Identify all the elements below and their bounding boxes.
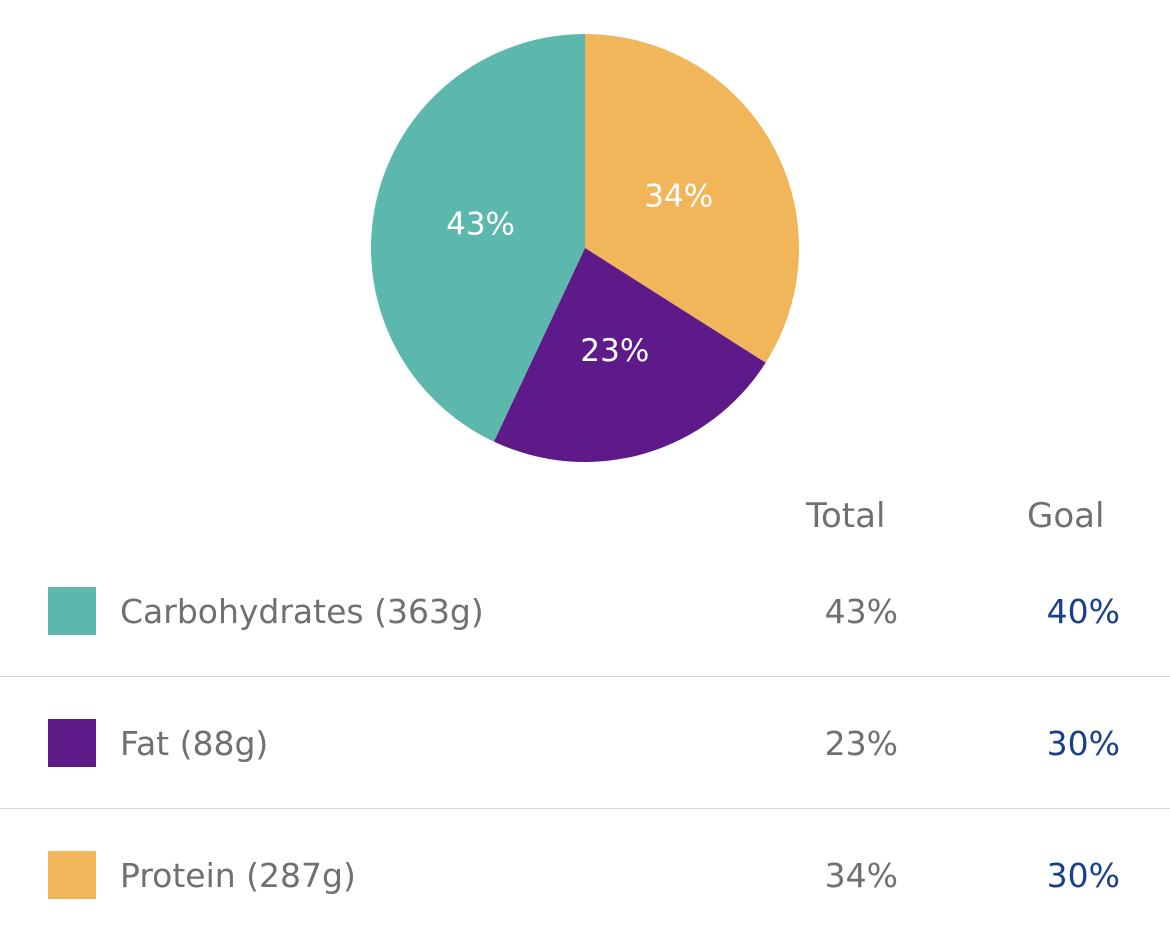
fat-color-swatch: [48, 719, 96, 767]
table-row-carbohydrates: Carbohydrates (363g) 43% 40%: [0, 545, 1170, 676]
pie-slice-label: 43%: [446, 207, 515, 243]
goal-column-header: Goal: [1027, 496, 1105, 536]
pie-slice: [371, 34, 585, 442]
pie-slice: [585, 34, 799, 363]
carbohydrates-label: Carbohydrates (363g): [120, 592, 484, 631]
carbohydrates-color-swatch: [48, 587, 96, 635]
table-row-protein: Protein (287g) 34% 30%: [0, 809, 1170, 940]
row-divider: [0, 676, 1170, 677]
row-divider: [0, 808, 1170, 809]
protein-label: Protein (287g): [120, 856, 356, 895]
carbohydrates-goal: 40%: [1046, 592, 1120, 631]
pie-slice-label: 34%: [644, 178, 713, 214]
fat-total: 23%: [824, 724, 898, 763]
table-row-fat: Fat (88g) 23% 30%: [0, 677, 1170, 808]
pie-slice-label: 23%: [580, 333, 649, 369]
protein-total: 34%: [824, 856, 898, 895]
protein-color-swatch: [48, 851, 96, 899]
pie-slice: [493, 248, 766, 462]
total-column-header: Total: [806, 496, 886, 536]
macronutrient-pie-chart: 34% 23% 43%: [371, 34, 799, 462]
protein-goal: 30%: [1046, 856, 1120, 895]
fat-goal: 30%: [1046, 724, 1120, 763]
carbohydrates-total: 43%: [824, 592, 898, 631]
fat-label: Fat (88g): [120, 724, 269, 763]
